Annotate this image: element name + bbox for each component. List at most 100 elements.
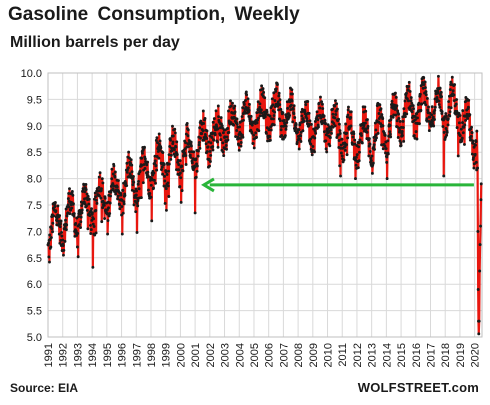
data-point <box>89 232 93 235</box>
data-point <box>71 193 75 197</box>
data-point <box>264 131 268 135</box>
data-point <box>208 134 212 138</box>
x-tick-label: 2018 <box>440 343 452 367</box>
data-point <box>272 117 275 121</box>
data-point <box>328 136 332 140</box>
data-point <box>412 107 415 111</box>
data-point <box>229 104 233 108</box>
data-point <box>64 218 67 222</box>
x-tick-label: 2008 <box>293 343 305 367</box>
data-point <box>158 148 162 152</box>
data-point <box>316 118 320 122</box>
data-point <box>414 118 417 121</box>
data-point <box>143 167 147 170</box>
data-point <box>237 148 241 152</box>
data-point <box>175 153 179 157</box>
data-point <box>450 75 454 79</box>
data-point <box>90 207 94 211</box>
data-point <box>299 134 303 138</box>
data-point <box>118 207 122 211</box>
data-point <box>250 131 254 135</box>
data-point <box>427 105 430 109</box>
data-point <box>162 162 166 166</box>
data-point <box>260 111 264 115</box>
data-point <box>303 110 307 113</box>
data-point <box>229 99 232 103</box>
data-point <box>58 225 62 229</box>
data-point <box>190 161 194 165</box>
data-point <box>56 204 60 208</box>
x-tick-label: 2007 <box>278 343 290 367</box>
data-point <box>225 147 228 151</box>
data-point <box>333 124 337 128</box>
data-point <box>216 104 220 108</box>
data-point <box>116 197 120 201</box>
data-point <box>479 182 483 186</box>
data-point <box>199 119 203 123</box>
data-point <box>256 100 260 104</box>
data-point <box>255 135 258 139</box>
data-point <box>342 158 346 162</box>
data-point <box>470 152 474 156</box>
data-point <box>285 100 289 104</box>
data-point <box>51 221 55 225</box>
data-point <box>146 188 150 192</box>
data-point <box>421 86 425 90</box>
data-point <box>345 131 349 135</box>
data-point <box>409 96 413 100</box>
data-point <box>145 163 149 167</box>
data-point <box>273 105 277 109</box>
data-point <box>68 187 71 191</box>
data-point <box>70 206 74 210</box>
data-point <box>200 132 204 136</box>
data-point <box>217 115 221 119</box>
data-point <box>284 124 288 128</box>
data-point <box>163 179 167 183</box>
data-point <box>143 145 146 149</box>
data-point <box>385 177 389 181</box>
data-point <box>444 112 448 115</box>
data-point <box>85 204 88 208</box>
data-point <box>111 187 115 191</box>
data-point <box>88 223 92 227</box>
data-point <box>460 136 464 140</box>
data-point <box>156 141 159 145</box>
data-point <box>279 124 283 128</box>
data-point <box>220 124 224 128</box>
data-point <box>327 129 331 133</box>
data-point <box>475 129 479 133</box>
source-label: Source: EIA <box>10 381 79 395</box>
x-tick-label: 2017 <box>426 343 438 367</box>
data-point <box>238 125 241 129</box>
data-point <box>454 102 458 106</box>
data-point <box>319 95 322 99</box>
data-point <box>429 124 433 128</box>
data-point <box>127 150 131 154</box>
data-point <box>448 88 452 92</box>
data-point <box>335 102 339 106</box>
data-point <box>171 140 175 144</box>
data-point <box>297 128 301 132</box>
data-point <box>394 95 398 99</box>
data-point <box>331 112 335 116</box>
x-tick-label: 2001 <box>190 343 202 367</box>
data-point <box>210 131 214 135</box>
data-point <box>79 226 82 229</box>
data-point <box>47 241 51 245</box>
data-point <box>173 131 177 135</box>
data-point <box>233 104 237 108</box>
data-point <box>107 206 110 210</box>
data-point <box>136 204 140 208</box>
data-point <box>446 123 450 127</box>
data-point <box>351 135 355 139</box>
data-point <box>372 143 376 147</box>
chart-title: Gasoline Consumption, Weekly <box>8 4 300 25</box>
data-point <box>448 114 452 118</box>
data-point <box>87 197 91 201</box>
x-tick-label: 1998 <box>146 343 158 367</box>
data-point <box>134 193 138 197</box>
x-tick-label: 1993 <box>72 343 84 367</box>
data-point <box>235 129 239 132</box>
data-point <box>211 120 215 124</box>
data-point <box>180 189 184 193</box>
